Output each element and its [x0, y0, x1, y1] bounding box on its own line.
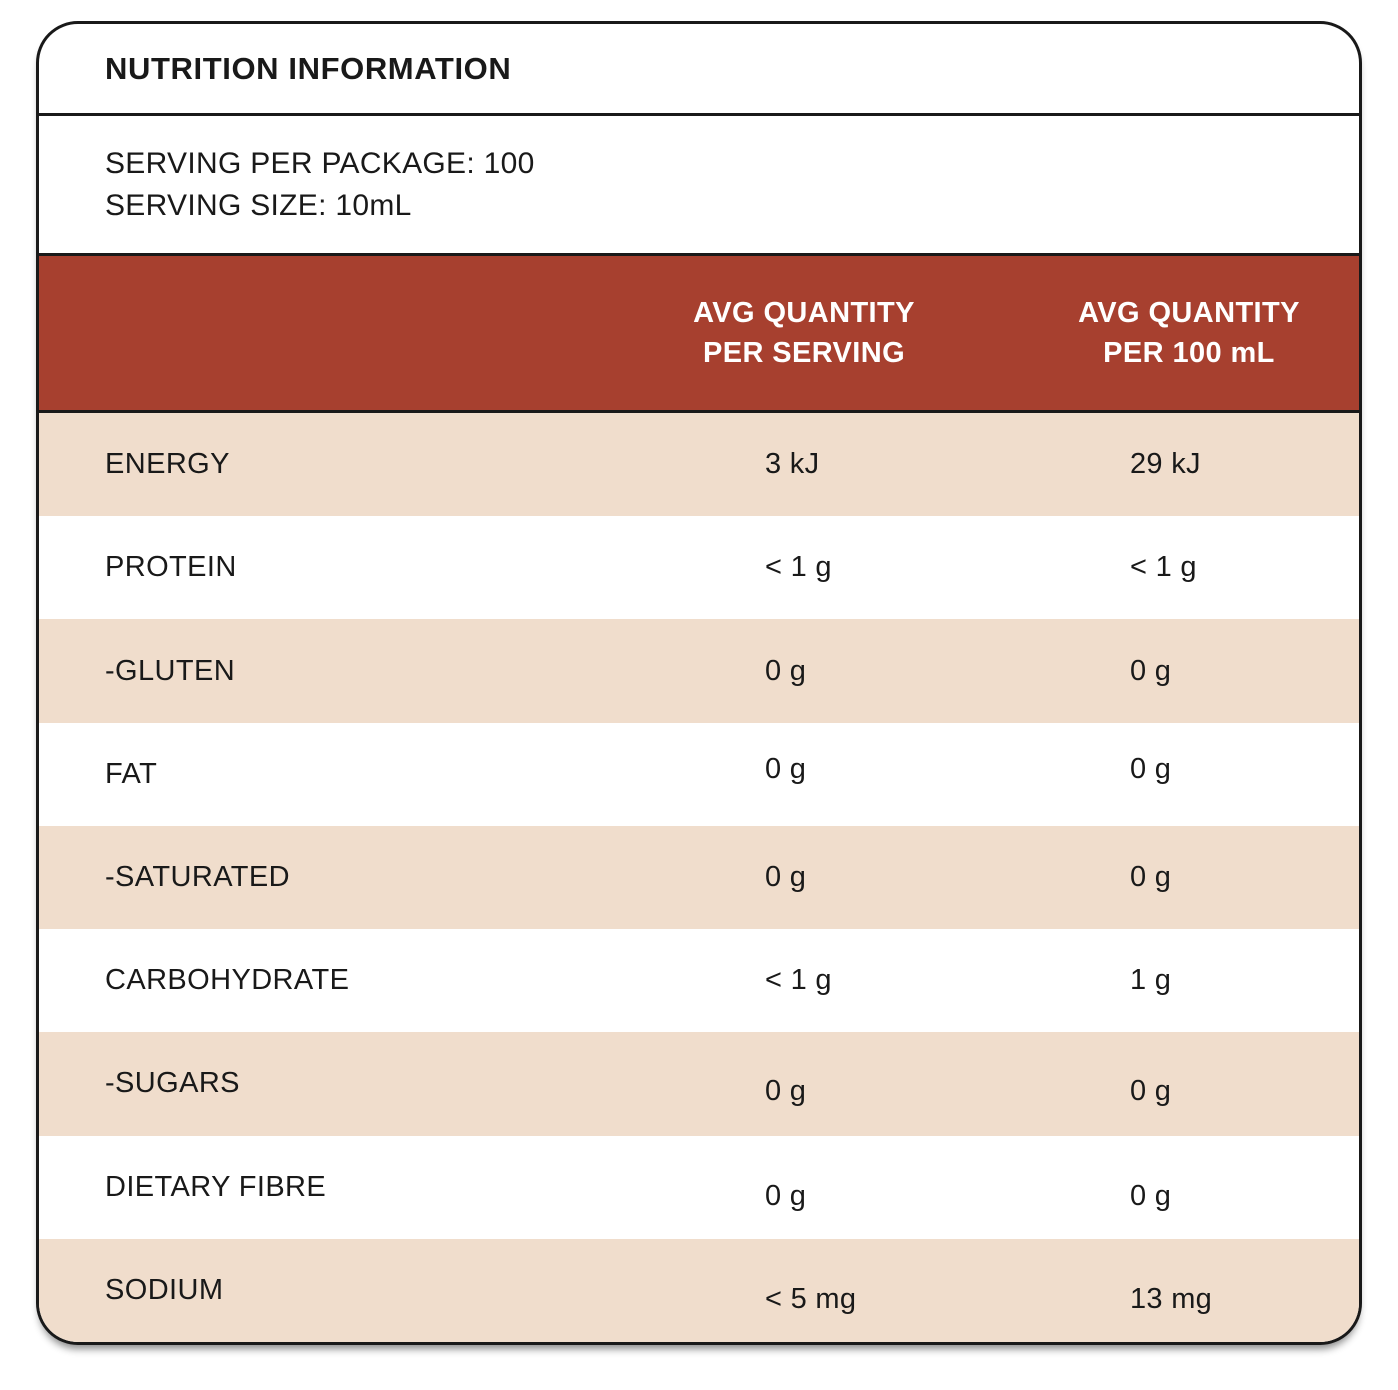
- row-value-per-100ml: 0 g: [1130, 1179, 1172, 1212]
- column-header-per-serving-line1: AVG QUANTITY: [693, 297, 915, 329]
- table-row-energy: ENERGY 3 kJ 29 kJ: [39, 413, 1359, 517]
- column-header-per-100ml: AVG QUANTITY PER 100 mL: [969, 293, 1359, 373]
- row-value-per-serving: 0 g: [765, 1075, 807, 1108]
- table-row-fat: FAT 0 g 0 g: [39, 722, 1359, 826]
- row-value-per-serving: 3 kJ: [765, 448, 820, 481]
- row-value-per-serving: < 5 mg: [765, 1282, 857, 1315]
- table-row-sodium: SODIUM < 5 mg 13 mg: [39, 1238, 1359, 1342]
- table-row-gluten: -GLUTEN 0 g 0 g: [39, 619, 1359, 723]
- column-header-per-serving-line2: PER SERVING: [702, 337, 906, 369]
- nutrition-panel: NUTRITION INFORMATION SERVING PER PACKAG…: [36, 21, 1362, 1345]
- serving-size: SERVING SIZE: 10mL: [105, 188, 412, 222]
- row-label: PROTEIN: [105, 551, 237, 584]
- row-value-per-100ml: 0 g: [1130, 654, 1172, 687]
- row-value-per-serving: < 1 g: [765, 551, 832, 584]
- row-label: ENERGY: [105, 448, 230, 481]
- panel-title: NUTRITION INFORMATION: [105, 50, 512, 86]
- row-value-per-100ml: 13 mg: [1130, 1282, 1213, 1315]
- row-value-per-100ml: 0 g: [1130, 1075, 1172, 1108]
- table-row-carbohydrate: CARBOHYDRATE < 1 g 1 g: [39, 929, 1359, 1033]
- column-header-per-100ml-line2: PER 100 mL: [1103, 337, 1275, 369]
- row-value-per-100ml: 0 g: [1130, 752, 1172, 785]
- row-value-per-serving: 0 g: [765, 752, 807, 785]
- row-label: DIETARY FIBRE: [105, 1170, 327, 1203]
- row-label: -SUGARS: [105, 1067, 240, 1100]
- row-label: CARBOHYDRATE: [105, 964, 350, 997]
- row-label: FAT: [105, 757, 158, 790]
- row-value-per-serving: 0 g: [765, 654, 807, 687]
- column-header-per-serving: AVG QUANTITY PER SERVING: [639, 293, 969, 373]
- row-value-per-100ml: 0 g: [1130, 860, 1172, 893]
- row-value-per-100ml: 29 kJ: [1130, 448, 1201, 481]
- serving-section: SERVING PER PACKAGE: 100 SERVING SIZE: 1…: [39, 116, 1359, 253]
- table-row-protein: PROTEIN < 1 g < 1 g: [39, 516, 1359, 620]
- table-row-dietary-fibre: DIETARY FIBRE 0 g 0 g: [39, 1135, 1359, 1239]
- row-value-per-serving: 0 g: [765, 1179, 807, 1212]
- table-row-saturated: -SATURATED 0 g 0 g: [39, 825, 1359, 930]
- row-value-per-serving: < 1 g: [765, 964, 832, 997]
- column-header-per-100ml-line1: AVG QUANTITY: [1078, 297, 1300, 329]
- row-value-per-100ml: < 1 g: [1130, 551, 1197, 584]
- row-label: -GLUTEN: [105, 654, 236, 687]
- title-section: NUTRITION INFORMATION: [39, 24, 1359, 116]
- row-value-per-serving: 0 g: [765, 860, 807, 893]
- table-row-sugars: -SUGARS 0 g 0 g: [39, 1032, 1359, 1136]
- table-header-band: AVG QUANTITY PER SERVING AVG QUANTITY PE…: [39, 253, 1359, 413]
- row-label: -SATURATED: [105, 860, 290, 893]
- row-value-per-100ml: 1 g: [1130, 964, 1172, 997]
- row-label: SODIUM: [105, 1273, 224, 1306]
- serving-per-package: SERVING PER PACKAGE: 100: [105, 146, 535, 180]
- table-body: ENERGY 3 kJ 29 kJ PROTEIN < 1 g < 1 g -G…: [39, 413, 1359, 1342]
